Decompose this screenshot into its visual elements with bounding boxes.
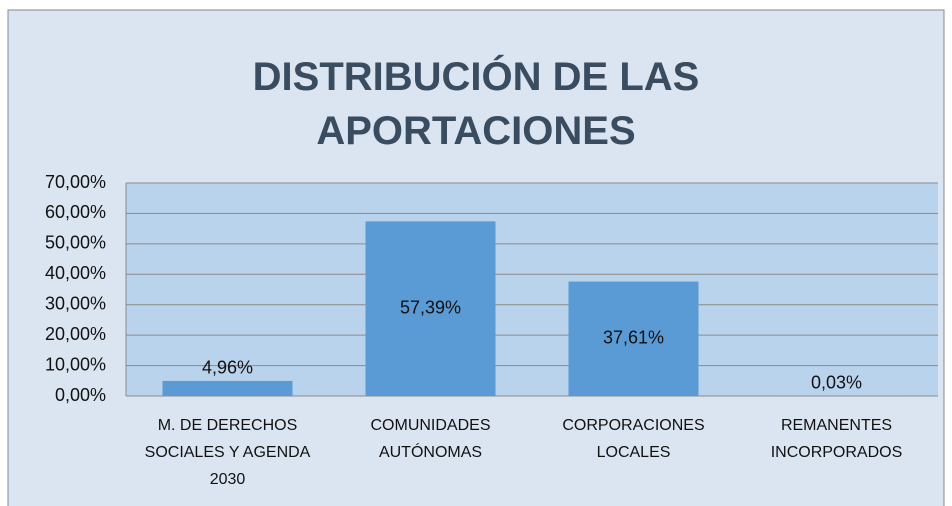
y-tick-label: 50,00%	[45, 233, 106, 253]
y-tick-label: 10,00%	[45, 354, 106, 374]
data-label: 57,39%	[400, 297, 461, 317]
y-tick-label: 30,00%	[45, 293, 106, 313]
y-tick-label: 40,00%	[45, 263, 106, 283]
x-tick-label: CORPORACIONES LOCALES	[562, 417, 705, 461]
data-label: 37,61%	[603, 328, 664, 348]
y-tick-label: 70,00%	[45, 172, 106, 192]
x-tick-label: REMANENTES INCORPORADOS	[770, 417, 903, 461]
y-tick-label: 20,00%	[45, 324, 106, 344]
x-tick-label: COMUNIDADES AUTÓNOMAS	[370, 417, 491, 461]
plot-area	[126, 183, 938, 396]
bar	[162, 380, 293, 396]
data-label: 4,96%	[202, 358, 253, 378]
chart-title: DISTRIBUCIÓN DE LAS APORTACIONES	[252, 55, 700, 153]
bar	[365, 221, 496, 396]
y-tick-label: 60,00%	[45, 202, 106, 222]
data-label: 0,03%	[811, 373, 862, 393]
y-tick-label: 0,00%	[55, 385, 106, 405]
bar	[568, 281, 699, 396]
x-tick-label: M. DE DERECHOS SOCIALES Y AGENDA 2030	[144, 417, 311, 488]
